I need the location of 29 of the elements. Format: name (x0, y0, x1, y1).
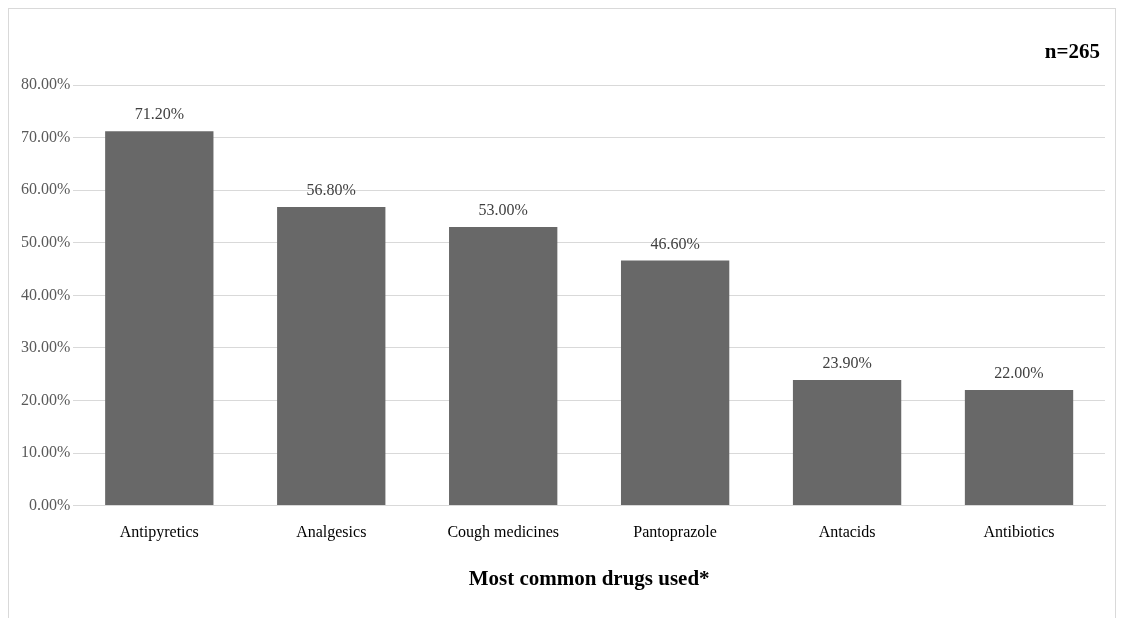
y-tick-label: 40.00% (21, 285, 71, 303)
x-tick-label: Antipyretics (119, 523, 199, 542)
x-tick-label: Antacids (818, 523, 876, 541)
x-axis-title: Most common drugs used* (468, 565, 710, 590)
data-label: 71.20% (134, 105, 184, 123)
data-label: 23.90% (822, 354, 872, 372)
y-tick-label: 50.00% (21, 232, 71, 250)
x-tick-label: Analgesics (296, 523, 367, 542)
bar (620, 260, 730, 506)
bar (277, 206, 386, 506)
bar (964, 389, 1074, 506)
bar (792, 379, 902, 506)
x-tick-label: Pantoprazole (633, 523, 717, 542)
y-tick-label: 10.00% (21, 443, 71, 461)
bar (105, 131, 214, 506)
data-label: 22.00% (994, 364, 1044, 382)
y-tick-label: 80.00% (21, 75, 71, 93)
y-tick-label: 70.00% (21, 127, 71, 145)
y-tick-label: 60.00% (21, 180, 71, 198)
y-tick-label: 0.00% (29, 495, 71, 513)
data-label: 56.80% (306, 181, 356, 199)
x-tick-label: Antibiotics (983, 523, 1055, 541)
data-label: 46.60% (650, 234, 700, 252)
text: n=265 (1044, 39, 1100, 63)
y-tick-label: 20.00% (21, 390, 71, 408)
bar (449, 226, 558, 506)
y-tick-label: 30.00% (21, 338, 71, 356)
data-label: 53.00% (478, 201, 528, 219)
x-tick-label: Cough medicines (447, 523, 559, 542)
